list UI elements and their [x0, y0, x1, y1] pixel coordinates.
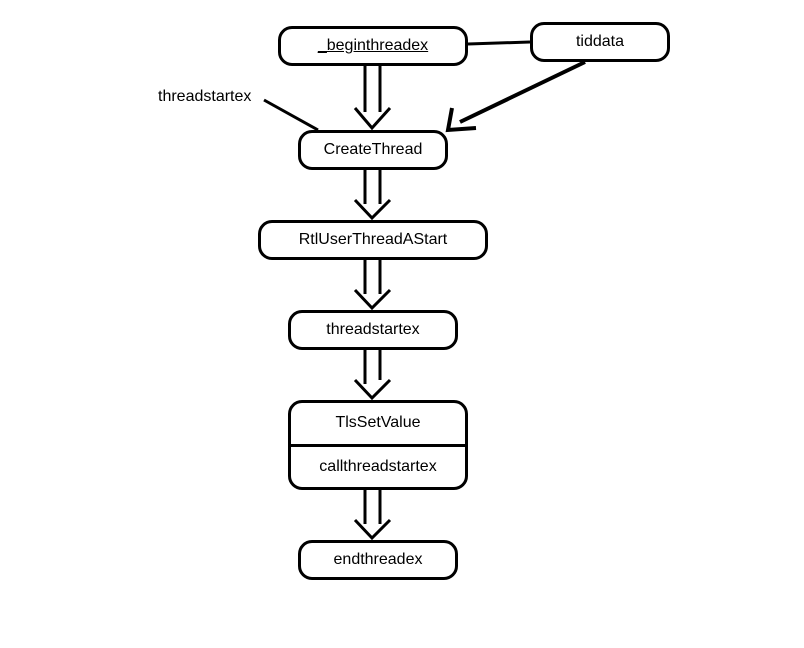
- edge-begin-to-tiddata: [468, 42, 530, 44]
- node-createthread: CreateThread: [298, 130, 448, 170]
- node-threadstartex-label: threadstartex: [326, 321, 419, 339]
- node-endthreadex-label: endthreadex: [334, 551, 423, 569]
- edge-rtl-to-threadstartex: [355, 260, 390, 308]
- node-rtluserthread: RtlUserThreadAStart: [258, 220, 488, 260]
- node-stacked: TlsSetValue callthreadstartex: [288, 400, 468, 490]
- edge-sidelabel-to-create: [264, 100, 318, 130]
- edge-threadstartex-to-stacked: [355, 350, 390, 398]
- node-beginthreadex: _beginthreadex: [278, 26, 468, 66]
- node-callthreadstartex-label: callthreadstartex: [291, 447, 465, 488]
- node-createthread-label: CreateThread: [324, 141, 423, 159]
- node-tlssetvalue-label: TlsSetValue: [291, 403, 465, 444]
- edge-tiddata-to-create: [448, 62, 585, 130]
- edge-create-to-rtl: [355, 170, 390, 218]
- edge-stacked-to-end: [355, 490, 390, 538]
- flowchart-canvas: _beginthreadex tiddata CreateThread RtlU…: [0, 0, 804, 648]
- label-threadstartex-side: threadstartex: [158, 88, 251, 106]
- edge-begin-to-create: [355, 66, 390, 128]
- node-tiddata: tiddata: [530, 22, 670, 62]
- node-beginthreadex-label: _beginthreadex: [318, 37, 428, 55]
- node-rtluserthread-label: RtlUserThreadAStart: [299, 231, 448, 249]
- node-threadstartex: threadstartex: [288, 310, 458, 350]
- node-tiddata-label: tiddata: [576, 33, 624, 51]
- node-endthreadex: endthreadex: [298, 540, 458, 580]
